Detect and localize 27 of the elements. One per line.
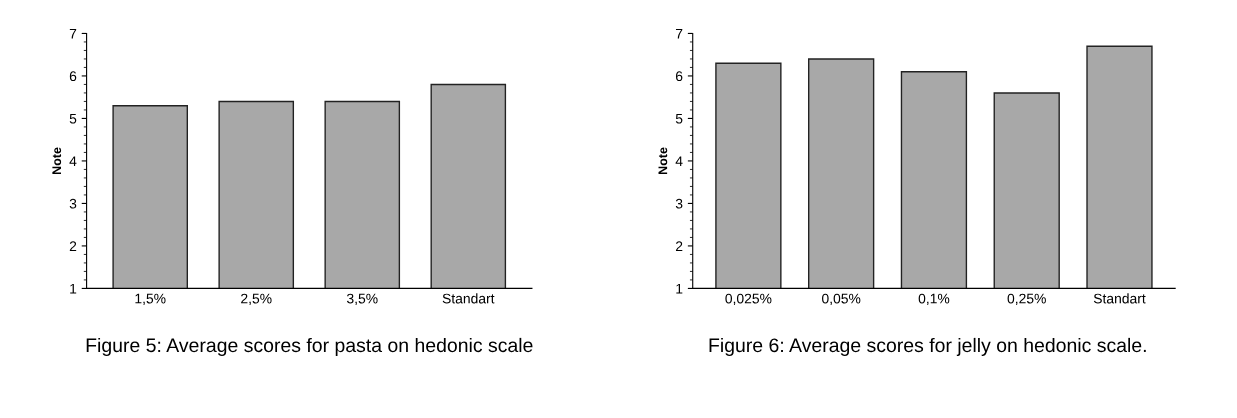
y-tick-label: 6: [69, 71, 77, 82]
y-tick-label: 4: [69, 156, 77, 166]
x-tick-label: Standart: [1093, 293, 1146, 304]
y-tick-label: 2: [675, 241, 683, 251]
y-tick-label: 6: [675, 71, 683, 82]
x-tick-label: Standart: [442, 293, 495, 304]
y-tick-label: 2: [69, 241, 77, 251]
y-axis-title: Note: [52, 147, 62, 174]
x-tick-label: 0,25%: [1007, 293, 1046, 306]
y-tick-label: 1: [70, 283, 77, 294]
y-tick-label: 4: [675, 156, 683, 166]
caption: Figure 5: Average scores for pasta on hedonic scale: [86, 337, 533, 356]
y-tick-label: 3: [69, 198, 77, 209]
y-tick-label: 3: [675, 198, 683, 209]
x-tick-label: 3,5%: [346, 293, 378, 306]
x-tick-label: 2,5%: [241, 293, 272, 306]
y-tick-label: 7: [69, 28, 77, 39]
y-tick-label: 5: [69, 113, 77, 124]
x-tick-label: 0,025%: [725, 293, 772, 306]
y-tick-label: 7: [675, 28, 683, 39]
y-axis-title: Note: [658, 147, 668, 174]
x-tick-label: 0,1%: [918, 293, 950, 306]
x-tick-label: 0,05%: [822, 293, 861, 306]
y-tick-label: 1: [676, 283, 683, 294]
y-tick-label: 5: [675, 113, 683, 124]
caption: Figure 6: Average scores for jelly on hedonic scale.: [709, 337, 1146, 356]
x-tick-label: 1,5%: [135, 293, 166, 306]
